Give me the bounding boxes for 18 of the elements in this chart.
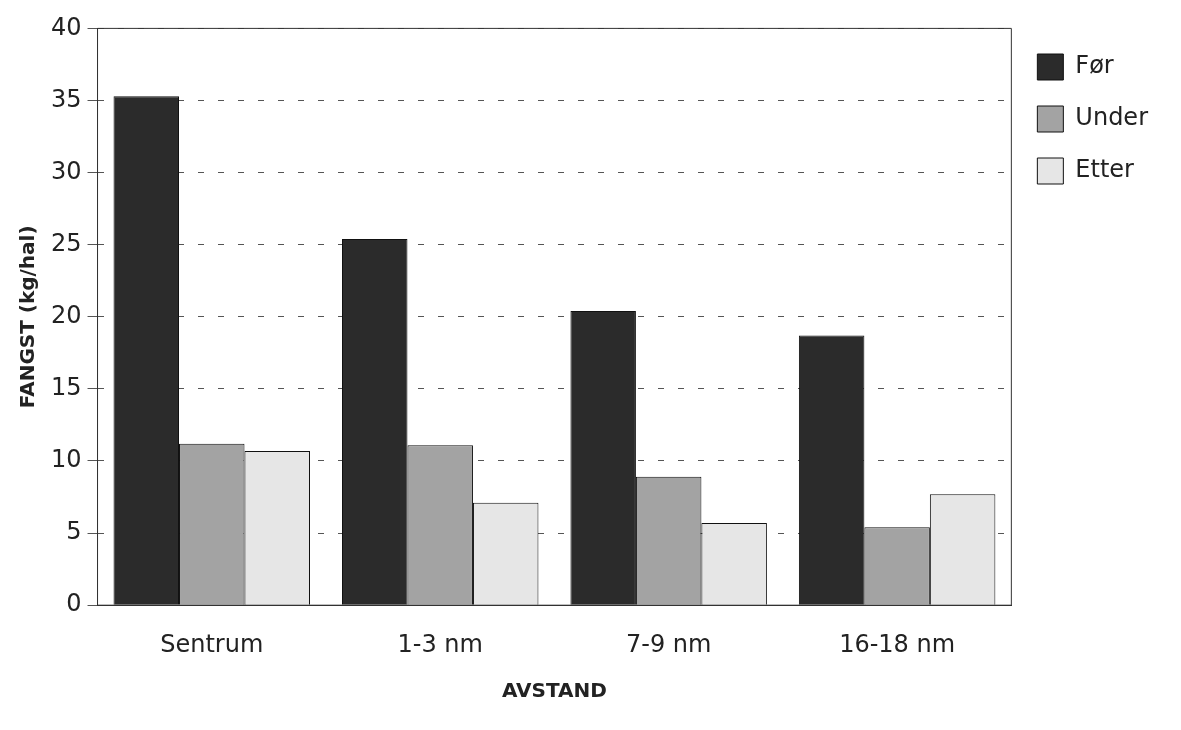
y-tick-label: 5 (66, 517, 82, 546)
y-axis-title: FANGST (kg/hal) (15, 225, 40, 409)
y-tick-label: 15 (50, 373, 82, 402)
x-tick-label: Sentrum (160, 629, 264, 658)
x-tick-label: 16-18 nm (839, 629, 956, 658)
y-tick-label: 35 (50, 84, 82, 113)
legend-label: Under (1075, 103, 1149, 132)
y-tick-label: 25 (50, 228, 82, 257)
legend-label: Før (1075, 51, 1114, 80)
y-tick-label: 20 (50, 301, 82, 330)
x-axis-title: AVSTAND (501, 678, 607, 703)
x-tick-label: 7-9 nm (625, 629, 712, 658)
x-tick-label: 1-3 nm (397, 629, 483, 658)
legend-label: Etter (1075, 155, 1135, 184)
y-tick-label: 10 (50, 445, 82, 474)
y-tick-label: 0 (66, 589, 82, 618)
y-tick-label: 40 (50, 12, 82, 41)
y-tick-label: 30 (50, 156, 82, 185)
